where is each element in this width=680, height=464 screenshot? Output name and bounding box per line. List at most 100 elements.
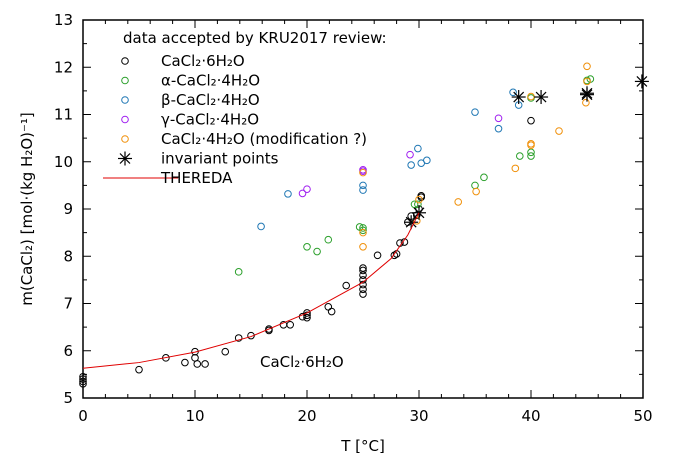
series-0-point (359, 266, 367, 275)
series-0-point (342, 281, 351, 290)
series-2-point (414, 144, 422, 153)
series-4-point (555, 127, 563, 135)
series-4-point (511, 164, 520, 173)
series-1-point (480, 173, 488, 182)
series-0-point (135, 365, 143, 374)
legend-entry: CaCl₂·4H₂O (modification ?) (161, 130, 367, 148)
series-2-point (359, 181, 367, 190)
star-stroke (535, 91, 547, 103)
series-1-point (359, 226, 367, 235)
y-tick-label: 5 (63, 389, 73, 407)
series-0-point (303, 313, 311, 322)
series-0-point (201, 360, 209, 368)
series-0-point (79, 372, 87, 381)
series-4-point (415, 195, 423, 204)
x-tick-label: 50 (633, 407, 652, 425)
series-1-point (414, 200, 422, 209)
series-1-point (313, 247, 321, 256)
series-2-point (359, 186, 367, 194)
thereda-curve (82, 212, 420, 369)
legend-entry: β-CaCl₂·4H₂O (161, 91, 260, 109)
invariant-point (511, 90, 526, 105)
series-0-point (359, 285, 367, 294)
y-tick-label: 12 (54, 58, 73, 76)
series-1-point (324, 235, 333, 244)
series-0-point (417, 191, 426, 200)
series-4-point (527, 141, 535, 150)
series-2-point (494, 124, 503, 133)
series-2-point (509, 88, 517, 97)
legend-entry: γ-CaCl₂·4H₂O (161, 111, 259, 129)
series-1-point (303, 243, 311, 251)
series-3-point (303, 185, 311, 193)
series-3-point (359, 165, 367, 174)
star-stroke (636, 76, 648, 87)
x-axis-label: T [°C] (340, 437, 385, 455)
series-2-point (257, 222, 265, 231)
series-0-point (390, 251, 399, 260)
series-0-point (221, 347, 230, 356)
y-tick-label: 9 (63, 200, 73, 218)
series-0-point (79, 375, 87, 383)
series-1-point (359, 224, 367, 232)
series-3-point (406, 150, 414, 159)
series-4-point (472, 187, 480, 196)
x-tick-label: 20 (297, 407, 316, 425)
series-1-point (516, 152, 524, 160)
y-tick-label: 8 (63, 247, 73, 265)
invariant-point (404, 215, 419, 230)
series-0-point (400, 238, 409, 246)
series-3-point (298, 189, 307, 198)
series-4-point (359, 243, 367, 251)
series-0-point (286, 320, 295, 329)
series-2-point (284, 190, 292, 198)
y-axis-label: m(CaCl₂) [mol·(kg H₂O)⁻¹] (18, 112, 36, 306)
star-stroke (405, 216, 417, 228)
legend-marker (121, 57, 129, 65)
series-1-point (471, 181, 479, 190)
series-0-point (327, 307, 336, 316)
y-tick-label: 10 (54, 153, 73, 171)
star-stroke (119, 153, 131, 164)
series-0-point (303, 309, 311, 317)
series-4-point (583, 62, 591, 71)
x-tick-label: 0 (78, 407, 88, 425)
legend-entry: invariant points (161, 150, 279, 168)
series-4-point (454, 198, 463, 206)
series-0-point (193, 360, 202, 368)
invariant-point (634, 74, 649, 89)
series-0-point (265, 325, 273, 333)
series-0-point (359, 264, 367, 272)
invariant-point (580, 86, 594, 101)
legend-star-icon (118, 151, 132, 166)
y-tick-label: 11 (54, 106, 73, 124)
x-tick-label: 30 (409, 407, 428, 425)
legend-marker (121, 115, 129, 124)
legend-title: data accepted by KRU2017 review: (123, 29, 387, 47)
series-4-point (583, 77, 591, 86)
series-0-point (191, 354, 199, 362)
star-stroke (513, 91, 525, 103)
legend-marker (121, 96, 129, 104)
y-tick-label: 13 (54, 11, 73, 29)
series-2-point (423, 156, 431, 165)
x-tick-label: 10 (185, 407, 204, 425)
legend-entry: α-CaCl₂·4H₂O (161, 72, 260, 90)
series-1-point (234, 268, 243, 276)
series-4-point (582, 98, 590, 107)
y-tick-label: 6 (63, 342, 73, 360)
star-stroke (581, 87, 593, 99)
series-2-point (407, 161, 415, 169)
series-2-point (471, 108, 479, 116)
series-0-point (181, 358, 189, 367)
legend-entry: CaCl₂·6H₂O (161, 52, 245, 70)
annotation-hexahydrate: CaCl₂·6H₂O (260, 353, 344, 371)
legend-entry: THEREDA (160, 169, 233, 187)
invariant-point (534, 90, 549, 105)
series-4-point (359, 168, 367, 177)
series-0-point (234, 334, 243, 342)
y-tick-label: 7 (63, 295, 73, 313)
series-4-point (359, 228, 367, 237)
